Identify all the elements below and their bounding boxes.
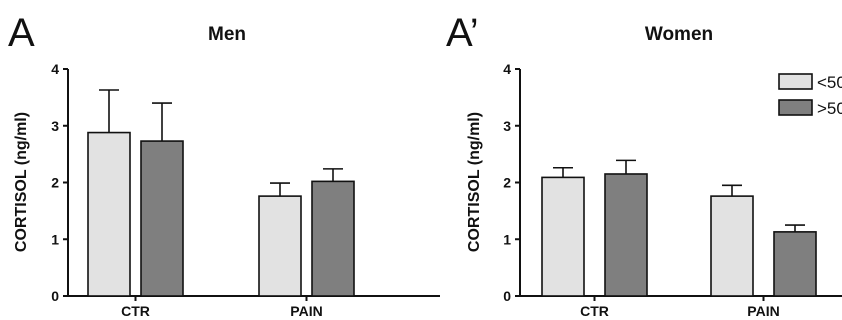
legend-label-gt50: >50 xyxy=(817,99,842,118)
bar xyxy=(311,180,355,297)
x-tick-label: PAIN xyxy=(290,303,322,319)
chart-title: Women xyxy=(645,24,713,45)
panel-letter: A xyxy=(8,11,35,55)
bar xyxy=(258,195,302,297)
x-tick-label: CTR xyxy=(121,303,150,319)
y-tick-label: 0 xyxy=(51,288,59,304)
y-tick-label: 4 xyxy=(503,61,511,77)
y-tick-label: 4 xyxy=(51,61,59,77)
y-tick-label: 3 xyxy=(503,118,511,134)
x-tick-label: PAIN xyxy=(747,303,779,319)
bar xyxy=(87,131,131,297)
panel-letter: A’ xyxy=(446,11,479,55)
x-tick-label: CTR xyxy=(580,303,609,319)
legend: <50 >50 xyxy=(778,73,842,118)
legend-swatch-gt50 xyxy=(778,99,813,116)
panel-men: A Men CORTISOL (ng/ml) 0 1 2 3 4 CTR PAIN xyxy=(8,11,440,319)
y-tick-label: 1 xyxy=(503,231,511,247)
panel-women: A’ Women CORTISOL (ng/ml) 0 1 2 3 4 CTR PAIN xyxy=(446,11,842,319)
plot-area: 0 1 2 3 4 CTR PAIN xyxy=(51,61,440,319)
bar xyxy=(541,176,585,297)
bar xyxy=(710,195,754,297)
y-tick-label: 1 xyxy=(51,231,59,247)
legend-label-lt50: <50 xyxy=(817,73,842,92)
y-tick-label: 3 xyxy=(51,118,59,134)
chart-title: Men xyxy=(208,24,246,45)
y-axis-label: CORTISOL (ng/ml) xyxy=(466,112,483,252)
plot-area: 0 1 2 3 4 CTR PAIN xyxy=(503,61,842,319)
y-tick-label: 2 xyxy=(51,175,59,191)
y-axis-label: CORTISOL (ng/ml) xyxy=(13,112,30,252)
bar xyxy=(773,231,817,297)
bar xyxy=(140,140,184,297)
y-tick-label: 2 xyxy=(503,175,511,191)
y-tick-label: 0 xyxy=(503,288,511,304)
legend-swatch-lt50 xyxy=(778,73,813,90)
bar xyxy=(604,173,648,297)
